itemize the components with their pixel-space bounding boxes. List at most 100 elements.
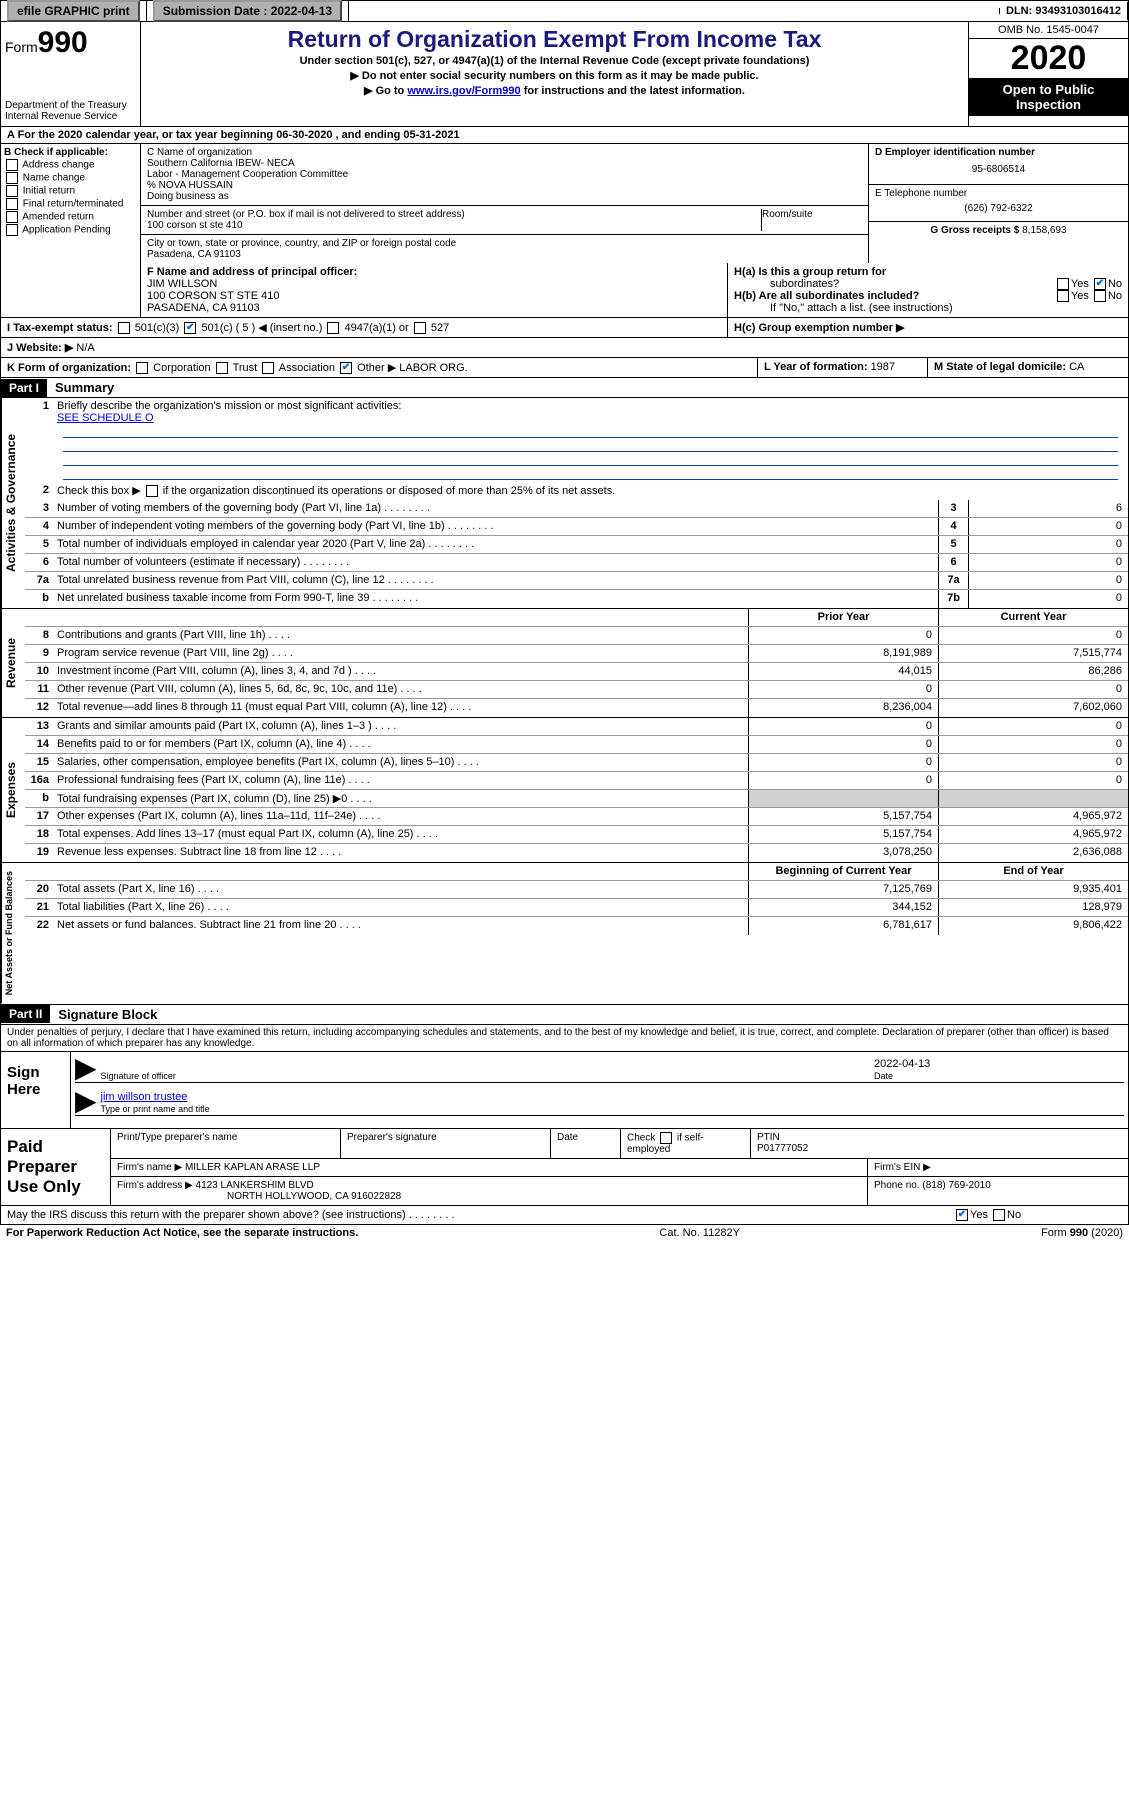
- form-note2: ▶ Go to www.irs.gov/Form990 for instruct…: [145, 84, 964, 97]
- phone-value: (626) 792-6322: [875, 199, 1122, 218]
- chk-4947[interactable]: [327, 322, 339, 334]
- sign-arrow-icon-2: ▶: [75, 1091, 97, 1115]
- hb-yes[interactable]: [1057, 290, 1069, 302]
- summary-line: 8Contributions and grants (Part VIII, li…: [25, 627, 1128, 645]
- summary-line: 17Other expenses (Part IX, column (A), l…: [25, 808, 1128, 826]
- hb-no[interactable]: [1094, 290, 1106, 302]
- firm-addr-label: Firm's address ▶: [117, 1180, 196, 1191]
- chk-other[interactable]: [340, 362, 352, 374]
- entity-block: B Check if applicable: Address change Na…: [0, 144, 1129, 263]
- officer-label: F Name and address of principal officer:: [147, 266, 357, 278]
- hb-label: H(b) Are all subordinates included?: [734, 290, 919, 302]
- org-name-2: Labor - Management Cooperation Committee: [147, 169, 862, 180]
- sign-here-label: Sign Here: [1, 1052, 71, 1128]
- website-row: J Website: ▶ N/A: [0, 338, 1129, 358]
- chk-assoc[interactable]: [262, 362, 274, 374]
- vert-revenue: Revenue: [1, 609, 25, 717]
- prep-c4: Check if self-employed: [621, 1129, 751, 1158]
- col-prior: Prior Year: [748, 609, 938, 626]
- chk-501c[interactable]: [184, 322, 196, 334]
- chk-application-pending[interactable]: Application Pending: [4, 224, 137, 236]
- dept-treasury: Department of the TreasuryInternal Reven…: [5, 100, 136, 122]
- ptin-value: P01777052: [757, 1143, 808, 1154]
- submission-date-button[interactable]: Submission Date : 2022-04-13: [153, 0, 342, 22]
- summary-line: 5Total number of individuals employed in…: [25, 536, 1128, 554]
- vert-expenses: Expenses: [1, 718, 25, 862]
- discuss-no[interactable]: [993, 1209, 1005, 1221]
- section-revenue: Revenue Prior Year Current Year 8Contrib…: [0, 609, 1129, 718]
- tax-status-label: I Tax-exempt status:: [7, 322, 113, 334]
- tax-status-row: I Tax-exempt status: 501(c)(3) 501(c) ( …: [0, 318, 1129, 338]
- firm-name: MILLER KAPLAN ARASE LLP: [185, 1162, 320, 1173]
- summary-line: 16aProfessional fundraising fees (Part I…: [25, 772, 1128, 790]
- state-domicile-label: M State of legal domicile:: [934, 361, 1069, 373]
- summary-line: 21Total liabilities (Part X, line 26) . …: [25, 899, 1128, 917]
- form-title: Return of Organization Exempt From Incom…: [145, 26, 964, 53]
- open-to-public: Open to Public Inspection: [969, 78, 1128, 116]
- efile-button[interactable]: efile GRAPHIC print: [7, 0, 140, 22]
- chk-501c3[interactable]: [118, 322, 130, 334]
- chk-address-change[interactable]: Address change: [4, 159, 137, 171]
- dba-label: Doing business as: [147, 191, 862, 202]
- chk-name-change[interactable]: Name change: [4, 172, 137, 184]
- col-current: Current Year: [938, 609, 1128, 626]
- chk-final-return[interactable]: Final return/terminated: [4, 198, 137, 210]
- footer-mid: Cat. No. 11282Y: [659, 1227, 740, 1239]
- chk-trust[interactable]: [216, 362, 228, 374]
- period-line: A For the 2020 calendar year, or tax yea…: [0, 127, 1129, 144]
- vert-governance: Activities & Governance: [1, 398, 25, 608]
- summary-line: 9Program service revenue (Part VIII, lin…: [25, 645, 1128, 663]
- ha-no[interactable]: [1094, 278, 1106, 290]
- discuss-yes[interactable]: [956, 1209, 968, 1221]
- prep-c1: Print/Type preparer's name: [111, 1129, 341, 1158]
- chk-527[interactable]: [414, 322, 426, 334]
- chk-corp[interactable]: [136, 362, 148, 374]
- org-form-row: K Form of organization: Corporation Trus…: [0, 358, 1129, 378]
- summary-line: 13Grants and similar amounts paid (Part …: [25, 718, 1128, 736]
- q1-text: Briefly describe the organization's miss…: [57, 400, 401, 412]
- chk-initial-return[interactable]: Initial return: [4, 185, 137, 197]
- label-c-name: C Name of organization: [147, 147, 862, 158]
- year-formation-label: L Year of formation:: [764, 361, 871, 373]
- col-end: End of Year: [938, 863, 1128, 880]
- form-header: Form990 Department of the TreasuryIntern…: [0, 22, 1129, 127]
- summary-line: 12Total revenue—add lines 8 through 11 (…: [25, 699, 1128, 717]
- section-governance: Activities & Governance 1 Briefly descri…: [0, 398, 1129, 609]
- form-note1: ▶ Do not enter social security numbers o…: [145, 69, 964, 82]
- check-b-heading: B Check if applicable:: [4, 147, 108, 158]
- summary-line: 4Number of independent voting members of…: [25, 518, 1128, 536]
- sign-arrow-icon: ▶: [75, 1058, 97, 1082]
- part1-header: Part I Summary: [0, 378, 1129, 398]
- org-form-label: K Form of organization:: [7, 362, 131, 374]
- firm-addr1: 4123 LANKERSHIM BLVD: [196, 1180, 314, 1191]
- summary-line: bTotal fundraising expenses (Part IX, co…: [25, 790, 1128, 808]
- tax-year: 2020: [969, 39, 1128, 78]
- q1-value[interactable]: SEE SCHEDULE O: [57, 412, 154, 424]
- chk-amended-return[interactable]: Amended return: [4, 211, 137, 223]
- ptin-label: PTIN: [757, 1132, 780, 1143]
- city-label: City or town, state or province, country…: [147, 238, 862, 249]
- ein-value: 95-6806514: [875, 158, 1122, 181]
- ha-yes[interactable]: [1057, 278, 1069, 290]
- street-value: 100 corson st ste 410: [147, 220, 761, 231]
- form-subtitle: Under section 501(c), 527, or 4947(a)(1)…: [145, 55, 964, 67]
- firm-phone: (818) 769-2010: [922, 1180, 990, 1191]
- website-label: J Website: ▶: [7, 342, 73, 354]
- officer-name: JIM WILLSON: [147, 278, 217, 290]
- perjury-text: Under penalties of perjury, I declare th…: [0, 1025, 1129, 1052]
- ha-label: H(a) Is this a group return for: [734, 266, 886, 278]
- hc-label: H(c) Group exemption number ▶: [734, 322, 904, 334]
- chk-self-employed[interactable]: [660, 1132, 672, 1144]
- section-expenses: Expenses 13Grants and similar amounts pa…: [0, 718, 1129, 863]
- dln-value: 93493103016412: [1035, 5, 1121, 17]
- page-footer: For Paperwork Reduction Act Notice, see …: [0, 1225, 1129, 1241]
- ein-label: D Employer identification number: [875, 147, 1035, 158]
- prep-c2: Preparer's signature: [341, 1129, 551, 1158]
- chk-discontinued[interactable]: [146, 485, 158, 497]
- col-begin: Beginning of Current Year: [748, 863, 938, 880]
- summary-line: 10Investment income (Part VIII, column (…: [25, 663, 1128, 681]
- signer-name[interactable]: jim willson trustee: [101, 1091, 188, 1103]
- irs-link[interactable]: www.irs.gov/Form990: [407, 85, 520, 97]
- year-formation-val: 1987: [871, 361, 895, 373]
- street-label: Number and street (or P.O. box if mail i…: [147, 209, 761, 220]
